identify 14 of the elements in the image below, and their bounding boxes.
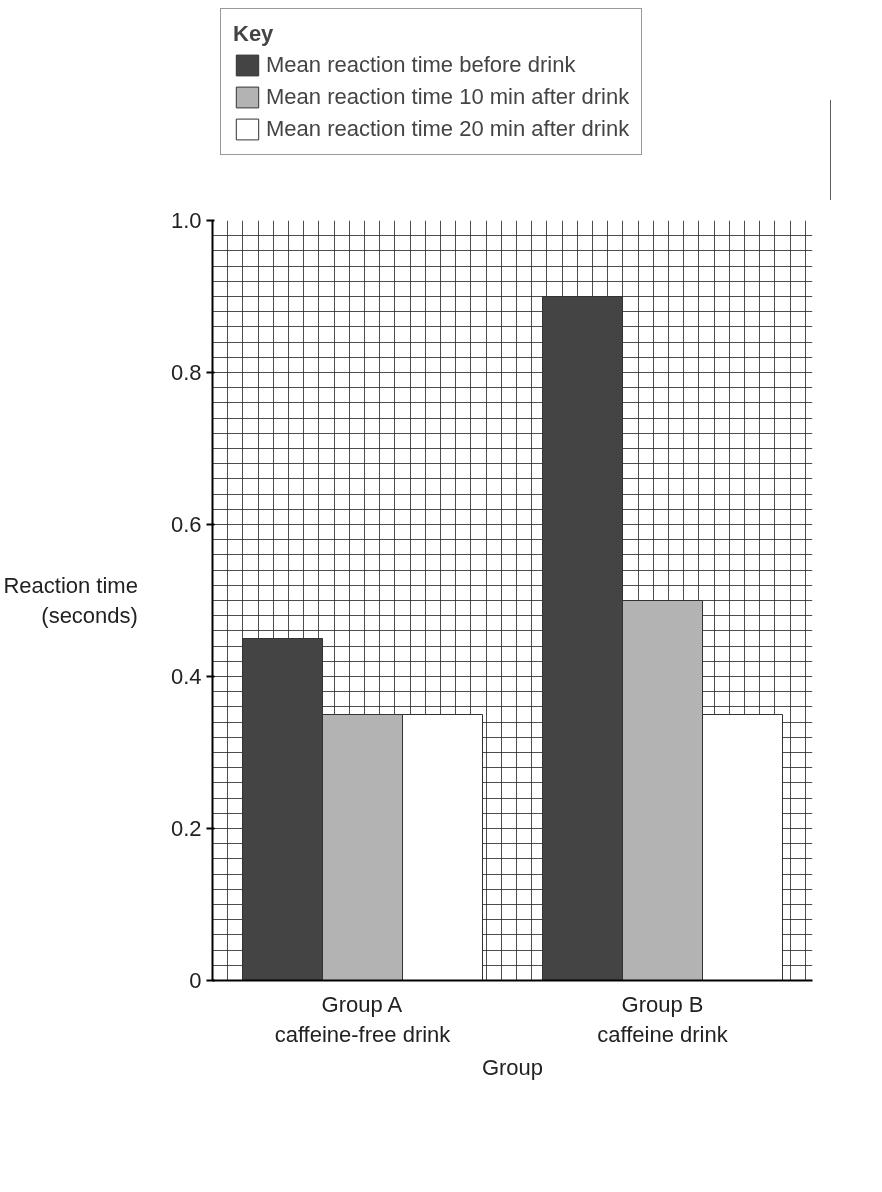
y-tick-label: 0.6 — [170, 512, 202, 537]
legend-label: Mean reaction time 20 min after drink — [266, 116, 630, 142]
y-tick-label: 0.4 — [170, 664, 202, 689]
y-axis-title: Reaction time (seconds) — [3, 573, 138, 628]
legend-title: Key — [233, 21, 275, 47]
y-tick-label: 1.0 — [170, 208, 202, 233]
x-axis-title: Group — [481, 1054, 544, 1080]
y-tick-label: 0.8 — [170, 360, 202, 385]
x-tick-label: Group B caffeine drink — [597, 991, 729, 1047]
x-tick-label: Group A caffeine-free drink — [274, 991, 452, 1047]
y-tick-label: 0.2 — [170, 816, 202, 841]
legend-label: Mean reaction time before drink — [266, 52, 576, 78]
legend-label: Mean reaction time 10 min after drink — [266, 84, 630, 110]
y-tick-label: 0 — [189, 968, 202, 993]
